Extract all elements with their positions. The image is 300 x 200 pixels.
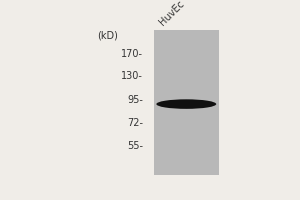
Bar (154, 30, 219, 175)
Text: HuvEc: HuvEc (157, 0, 186, 27)
Text: 55-: 55- (127, 141, 143, 151)
Text: 95-: 95- (128, 95, 143, 105)
Text: 130-: 130- (122, 71, 143, 81)
Ellipse shape (156, 99, 216, 109)
Text: (kD): (kD) (97, 31, 118, 41)
Text: 170-: 170- (121, 49, 143, 59)
Text: 72-: 72- (127, 118, 143, 128)
